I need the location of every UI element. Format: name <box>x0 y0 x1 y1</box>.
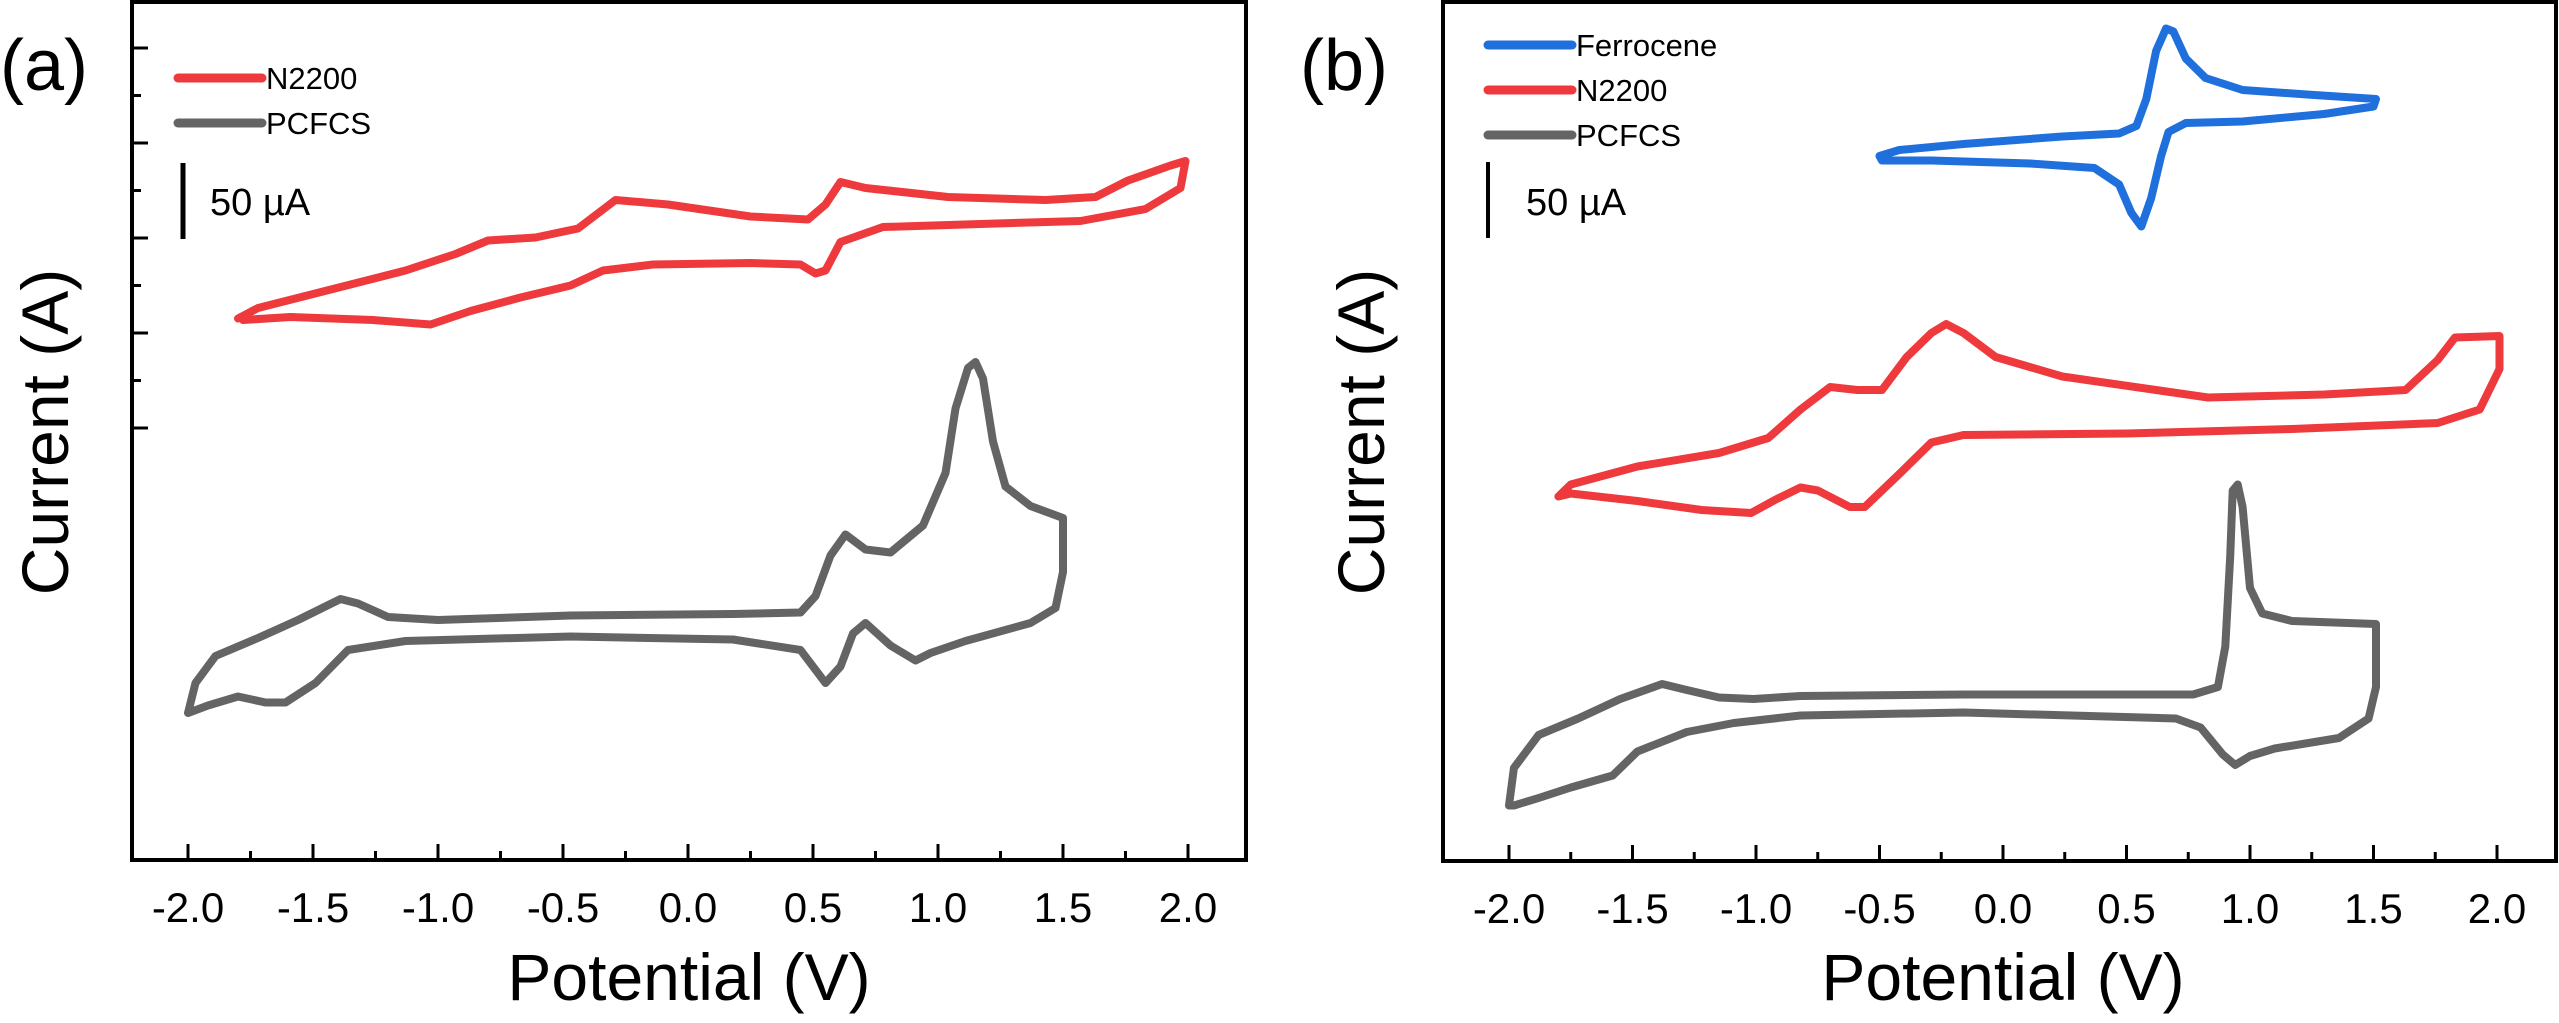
series-n2200-curve <box>234 157 1190 329</box>
legend-label-ferrocene: Ferrocene <box>1576 28 1717 63</box>
series-pcfcs-curve <box>1505 480 2380 810</box>
legend-label-n2200: N2200 <box>1576 73 1667 108</box>
x-tick-label: 1.5 <box>1034 884 1092 931</box>
legend-label-pcfcs: PCFCS <box>266 106 371 141</box>
scale-bar-label-b: 50 µA <box>1526 182 1627 224</box>
x-tick-label: 2.0 <box>2468 885 2526 932</box>
x-tick-label: 0.0 <box>1974 885 2032 932</box>
legend-a: N2200 PCFCS <box>173 61 371 141</box>
x-tick-label: -0.5 <box>527 884 599 931</box>
x-tick-labels-b: -2.0 -1.5 -1.0 -0.5 0.0 0.5 1.0 1.5 2.0 <box>1473 885 2526 932</box>
x-tick-label: -0.5 <box>1843 885 1915 932</box>
series-n2200-curve <box>1554 320 2504 517</box>
x-tick-label: 0.5 <box>784 884 842 931</box>
scale-bar-b: 50 µA <box>1486 162 1627 238</box>
x-ticks-a <box>186 844 1190 860</box>
legend-label-n2200: N2200 <box>266 61 357 96</box>
x-tick-label: -1.5 <box>1596 885 1668 932</box>
legend-b: Ferrocene N2200 PCFCS <box>1483 28 1717 153</box>
x-tick-label: 0.5 <box>2097 885 2155 932</box>
curves-a <box>184 157 1190 717</box>
panel-label-b: (b) <box>1300 26 1388 106</box>
y-axis-title-b: Current (A) <box>1324 269 1398 595</box>
series-ferrocene-curve <box>1875 24 2380 231</box>
x-tick-label: -1.0 <box>1720 885 1792 932</box>
y-axis-title-a: Current (A) <box>8 269 82 595</box>
x-axis-title-a: Potential (V) <box>507 940 870 1014</box>
x-tick-label: 2.0 <box>1159 884 1217 931</box>
panel-b: (b) -2.0 -1.5 -1.0 -0.5 0.0 0.5 1.0 1.5 2.0 Ferr… <box>1300 0 2558 1014</box>
x-tick-label: -1.0 <box>402 884 474 931</box>
x-axis-title-b: Potential (V) <box>1821 940 2184 1014</box>
x-ticks-b <box>1507 845 2499 861</box>
x-tick-label: -1.5 <box>277 884 349 931</box>
series-pcfcs-curve <box>184 358 1067 717</box>
plot-frame-b <box>1441 0 2558 863</box>
scale-bar-label-a: 50 µA <box>210 182 311 224</box>
x-tick-label: 1.0 <box>2221 885 2279 932</box>
scale-bar-a: 50 µA <box>180 163 311 239</box>
x-tick-label: 1.5 <box>2344 885 2402 932</box>
x-tick-labels-a: -2.0 -1.5 -1.0 -0.5 0.0 0.5 1.0 1.5 2.0 <box>152 884 1217 931</box>
panel-label-a: (a) <box>0 26 88 106</box>
panel-a: (a) -2.0 -1.5 -1.0 -0.5 0.0 0.5 1.0 1.5 2.0 N220… <box>0 0 1248 1014</box>
curves-b <box>1505 24 2504 810</box>
x-tick-label: -2.0 <box>1473 885 1545 932</box>
legend-label-pcfcs: PCFCS <box>1576 118 1681 153</box>
x-tick-label: 0.0 <box>659 884 717 931</box>
y-ticks-a <box>132 46 148 430</box>
x-tick-label: -2.0 <box>152 884 224 931</box>
x-tick-label: 1.0 <box>909 884 967 931</box>
